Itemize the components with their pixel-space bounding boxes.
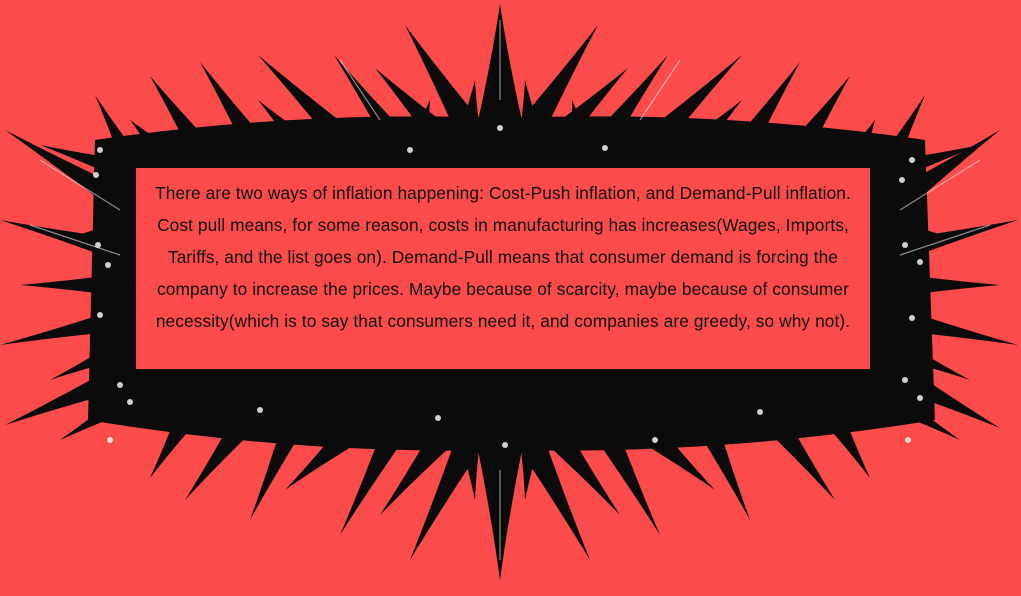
frame-spike: [20, 274, 120, 296]
frame-highlights: [29, 20, 991, 560]
frame-highlight: [95, 242, 101, 248]
frame-spike: [405, 25, 482, 138]
text-panel: There are two ways of inflation happenin…: [133, 165, 873, 372]
frame-spike: [897, 220, 1018, 261]
frame-highlight: [917, 259, 923, 265]
frame-spike: [600, 434, 660, 535]
frame-spike: [771, 421, 835, 500]
frame-highlight-streak: [899, 159, 981, 211]
frame-highlight: [902, 377, 908, 383]
frame-spike: [735, 62, 800, 152]
frame-highlight: [97, 312, 103, 318]
frame-spike: [596, 55, 668, 145]
frame-spike: [693, 100, 742, 149]
frame-spike: [258, 100, 307, 149]
frame-spike: [60, 391, 135, 440]
frame-spike: [882, 95, 925, 165]
frame-highlight-streak: [339, 59, 381, 121]
frame-spike: [899, 369, 1000, 428]
frame-spike: [150, 414, 194, 478]
frame-spike: [517, 433, 590, 560]
frame-spike: [5, 368, 120, 425]
frame-spike: [258, 55, 354, 149]
frame-spike: [896, 341, 970, 380]
frame-highlight: [757, 409, 763, 415]
frame-spike: [897, 309, 1018, 345]
frame-spike: [647, 429, 715, 490]
frame-spike: [826, 414, 870, 478]
frame-spike: [852, 120, 875, 154]
frame-spike: [518, 25, 598, 138]
frame-spike: [150, 76, 209, 155]
frame-spike: [898, 222, 960, 240]
frame-spike: [410, 433, 483, 560]
frame-spike: [0, 309, 123, 345]
panel-text: There are two ways of inflation happenin…: [155, 183, 851, 331]
frame-spike: [900, 274, 1000, 296]
frame-highlight: [105, 262, 111, 268]
frame-spike: [340, 434, 400, 535]
frame-spike: [885, 391, 960, 440]
frame-spike: [893, 130, 1000, 210]
frame-highlight: [407, 147, 413, 153]
frame-highlight: [902, 242, 908, 248]
frame-highlight-streak: [29, 224, 121, 256]
frame-spike: [60, 222, 122, 240]
frame-highlight: [435, 415, 441, 421]
frame-spike: [185, 421, 249, 500]
frame-highlight: [602, 145, 608, 151]
frame-spike: [550, 432, 620, 515]
frame-spike: [700, 427, 750, 520]
frame-spike: [892, 145, 980, 180]
frame-spike: [40, 145, 128, 180]
frame-spike: [5, 130, 127, 211]
frame-highlight: [917, 395, 923, 401]
frame-highlight: [257, 407, 263, 413]
frame-highlight-streak: [899, 224, 991, 256]
frame-spike: [460, 439, 480, 500]
frame-highlight: [107, 437, 113, 443]
frame-spike: [375, 68, 449, 144]
frame-highlight: [909, 315, 915, 321]
frame-highlight: [905, 437, 911, 443]
frame-spike: [380, 432, 450, 515]
frame-spike: [571, 100, 589, 140]
frame-highlight-streak: [39, 159, 121, 211]
frame-spike: [285, 429, 353, 490]
frame-spike: [791, 76, 850, 155]
frame-highlight: [909, 157, 915, 163]
frame-highlight: [497, 125, 503, 131]
frame-spike: [520, 80, 540, 131]
frame-spike: [130, 120, 166, 156]
frame-spike: [411, 100, 430, 141]
frame-spike: [0, 220, 123, 261]
frame-highlight: [652, 437, 658, 443]
frame-highlight-streak: [639, 59, 681, 121]
frame-spike: [520, 439, 540, 500]
frame-highlight: [93, 172, 99, 178]
frame-spike: [50, 341, 124, 380]
frame-spike: [95, 95, 138, 165]
frame-highlight: [899, 177, 905, 183]
frame-spike: [250, 427, 300, 520]
frame-highlight: [502, 442, 508, 448]
frame-highlight: [97, 147, 103, 153]
frame-spike: [646, 55, 742, 149]
frame-highlight: [127, 399, 133, 405]
frame-highlight: [117, 382, 123, 388]
frame-spike: [200, 62, 265, 152]
frame-spike: [460, 80, 480, 131]
frame-spike: [551, 68, 628, 144]
